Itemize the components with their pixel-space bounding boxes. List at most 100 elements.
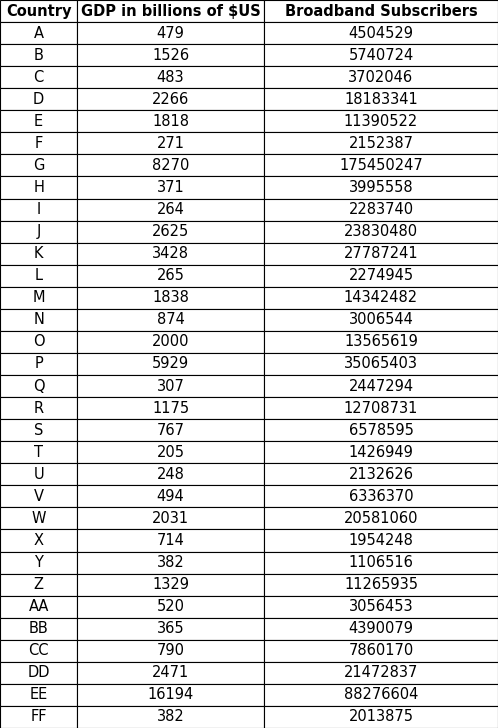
Bar	[77, 353, 264, 375]
Bar	[264, 507, 498, 529]
Bar	[77, 265, 264, 287]
Text: 271: 271	[156, 136, 185, 151]
Text: C: C	[33, 70, 44, 84]
Bar	[77, 507, 264, 529]
Bar	[264, 706, 498, 728]
Text: 1106516: 1106516	[349, 555, 413, 570]
Bar	[77, 596, 264, 617]
Bar	[264, 221, 498, 242]
Text: 382: 382	[157, 555, 184, 570]
Text: 23830480: 23830480	[344, 224, 418, 239]
Text: 4504529: 4504529	[349, 25, 413, 41]
Bar	[77, 221, 264, 242]
Text: M: M	[32, 290, 45, 305]
Bar	[77, 706, 264, 728]
Bar	[264, 132, 498, 154]
Text: 2000: 2000	[152, 334, 189, 349]
Text: A: A	[33, 25, 44, 41]
Bar	[77, 111, 264, 132]
Text: 520: 520	[156, 599, 185, 614]
Bar	[77, 419, 264, 441]
Text: 205: 205	[156, 445, 185, 460]
Text: T: T	[34, 445, 43, 460]
Text: O: O	[33, 334, 44, 349]
Text: DD: DD	[27, 665, 50, 681]
Bar	[77, 132, 264, 154]
Text: 175450247: 175450247	[339, 158, 423, 173]
Bar	[77, 441, 264, 463]
Text: 6336370: 6336370	[349, 489, 413, 504]
Bar	[0, 375, 77, 397]
Bar	[0, 617, 77, 640]
Bar	[0, 154, 77, 176]
Bar	[0, 0, 77, 22]
Text: 2152387: 2152387	[349, 136, 413, 151]
Bar	[264, 309, 498, 331]
Text: 7860170: 7860170	[348, 644, 414, 658]
Text: N: N	[33, 312, 44, 328]
Bar	[0, 66, 77, 88]
Bar	[264, 684, 498, 706]
Bar	[264, 44, 498, 66]
Text: 11265935: 11265935	[344, 577, 418, 592]
Text: I: I	[36, 202, 41, 217]
Text: E: E	[34, 114, 43, 129]
Text: 1526: 1526	[152, 47, 189, 63]
Text: 21472837: 21472837	[344, 665, 418, 681]
Text: Q: Q	[33, 379, 44, 394]
Text: 12708731: 12708731	[344, 400, 418, 416]
Bar	[0, 111, 77, 132]
Bar	[0, 242, 77, 265]
Text: 2447294: 2447294	[349, 379, 413, 394]
Text: 2266: 2266	[152, 92, 189, 107]
Bar	[0, 684, 77, 706]
Bar	[77, 684, 264, 706]
Text: 3702046: 3702046	[349, 70, 413, 84]
Bar	[0, 640, 77, 662]
Bar	[264, 176, 498, 199]
Bar	[0, 132, 77, 154]
Bar	[264, 154, 498, 176]
Bar	[0, 486, 77, 507]
Text: B: B	[34, 47, 43, 63]
Text: 18183341: 18183341	[344, 92, 418, 107]
Bar	[264, 640, 498, 662]
Bar	[264, 88, 498, 111]
Text: 11390522: 11390522	[344, 114, 418, 129]
Bar	[0, 199, 77, 221]
Text: 265: 265	[157, 268, 184, 283]
Text: 2471: 2471	[152, 665, 189, 681]
Text: 3428: 3428	[152, 246, 189, 261]
Bar	[77, 22, 264, 44]
Text: 13565619: 13565619	[344, 334, 418, 349]
Bar	[77, 529, 264, 552]
Text: K: K	[34, 246, 43, 261]
Text: S: S	[34, 423, 43, 438]
Text: 371: 371	[157, 180, 184, 195]
Text: 248: 248	[157, 467, 184, 482]
Text: D: D	[33, 92, 44, 107]
Bar	[0, 419, 77, 441]
Text: 365: 365	[157, 621, 184, 636]
Text: EE: EE	[29, 687, 48, 703]
Text: X: X	[33, 533, 44, 548]
Bar	[77, 662, 264, 684]
Bar	[77, 199, 264, 221]
Bar	[264, 331, 498, 353]
Bar	[264, 242, 498, 265]
Text: 714: 714	[157, 533, 184, 548]
Text: 767: 767	[156, 423, 185, 438]
Bar	[77, 176, 264, 199]
Bar	[77, 154, 264, 176]
Bar	[77, 463, 264, 486]
Bar	[264, 199, 498, 221]
Bar	[264, 419, 498, 441]
Text: 790: 790	[156, 644, 185, 658]
Text: 3056453: 3056453	[349, 599, 413, 614]
Bar	[77, 44, 264, 66]
Bar	[0, 176, 77, 199]
Text: 1818: 1818	[152, 114, 189, 129]
Bar	[264, 662, 498, 684]
Bar	[77, 640, 264, 662]
Bar	[77, 242, 264, 265]
